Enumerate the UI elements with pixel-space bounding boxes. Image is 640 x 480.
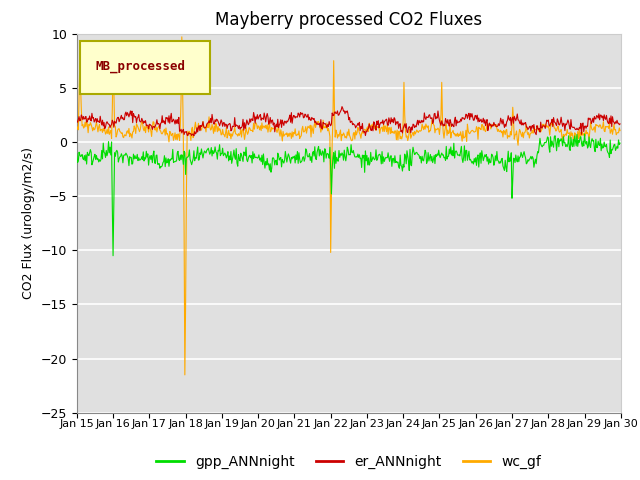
Legend: gpp_ANNnight, er_ANNnight, wc_gf: gpp_ANNnight, er_ANNnight, wc_gf bbox=[150, 449, 547, 474]
Title: Mayberry processed CO2 Fluxes: Mayberry processed CO2 Fluxes bbox=[215, 11, 483, 29]
Y-axis label: CO2 Flux (urology/m2/s): CO2 Flux (urology/m2/s) bbox=[22, 147, 35, 299]
FancyBboxPatch shape bbox=[79, 41, 210, 94]
Text: MB_processed: MB_processed bbox=[96, 60, 186, 73]
